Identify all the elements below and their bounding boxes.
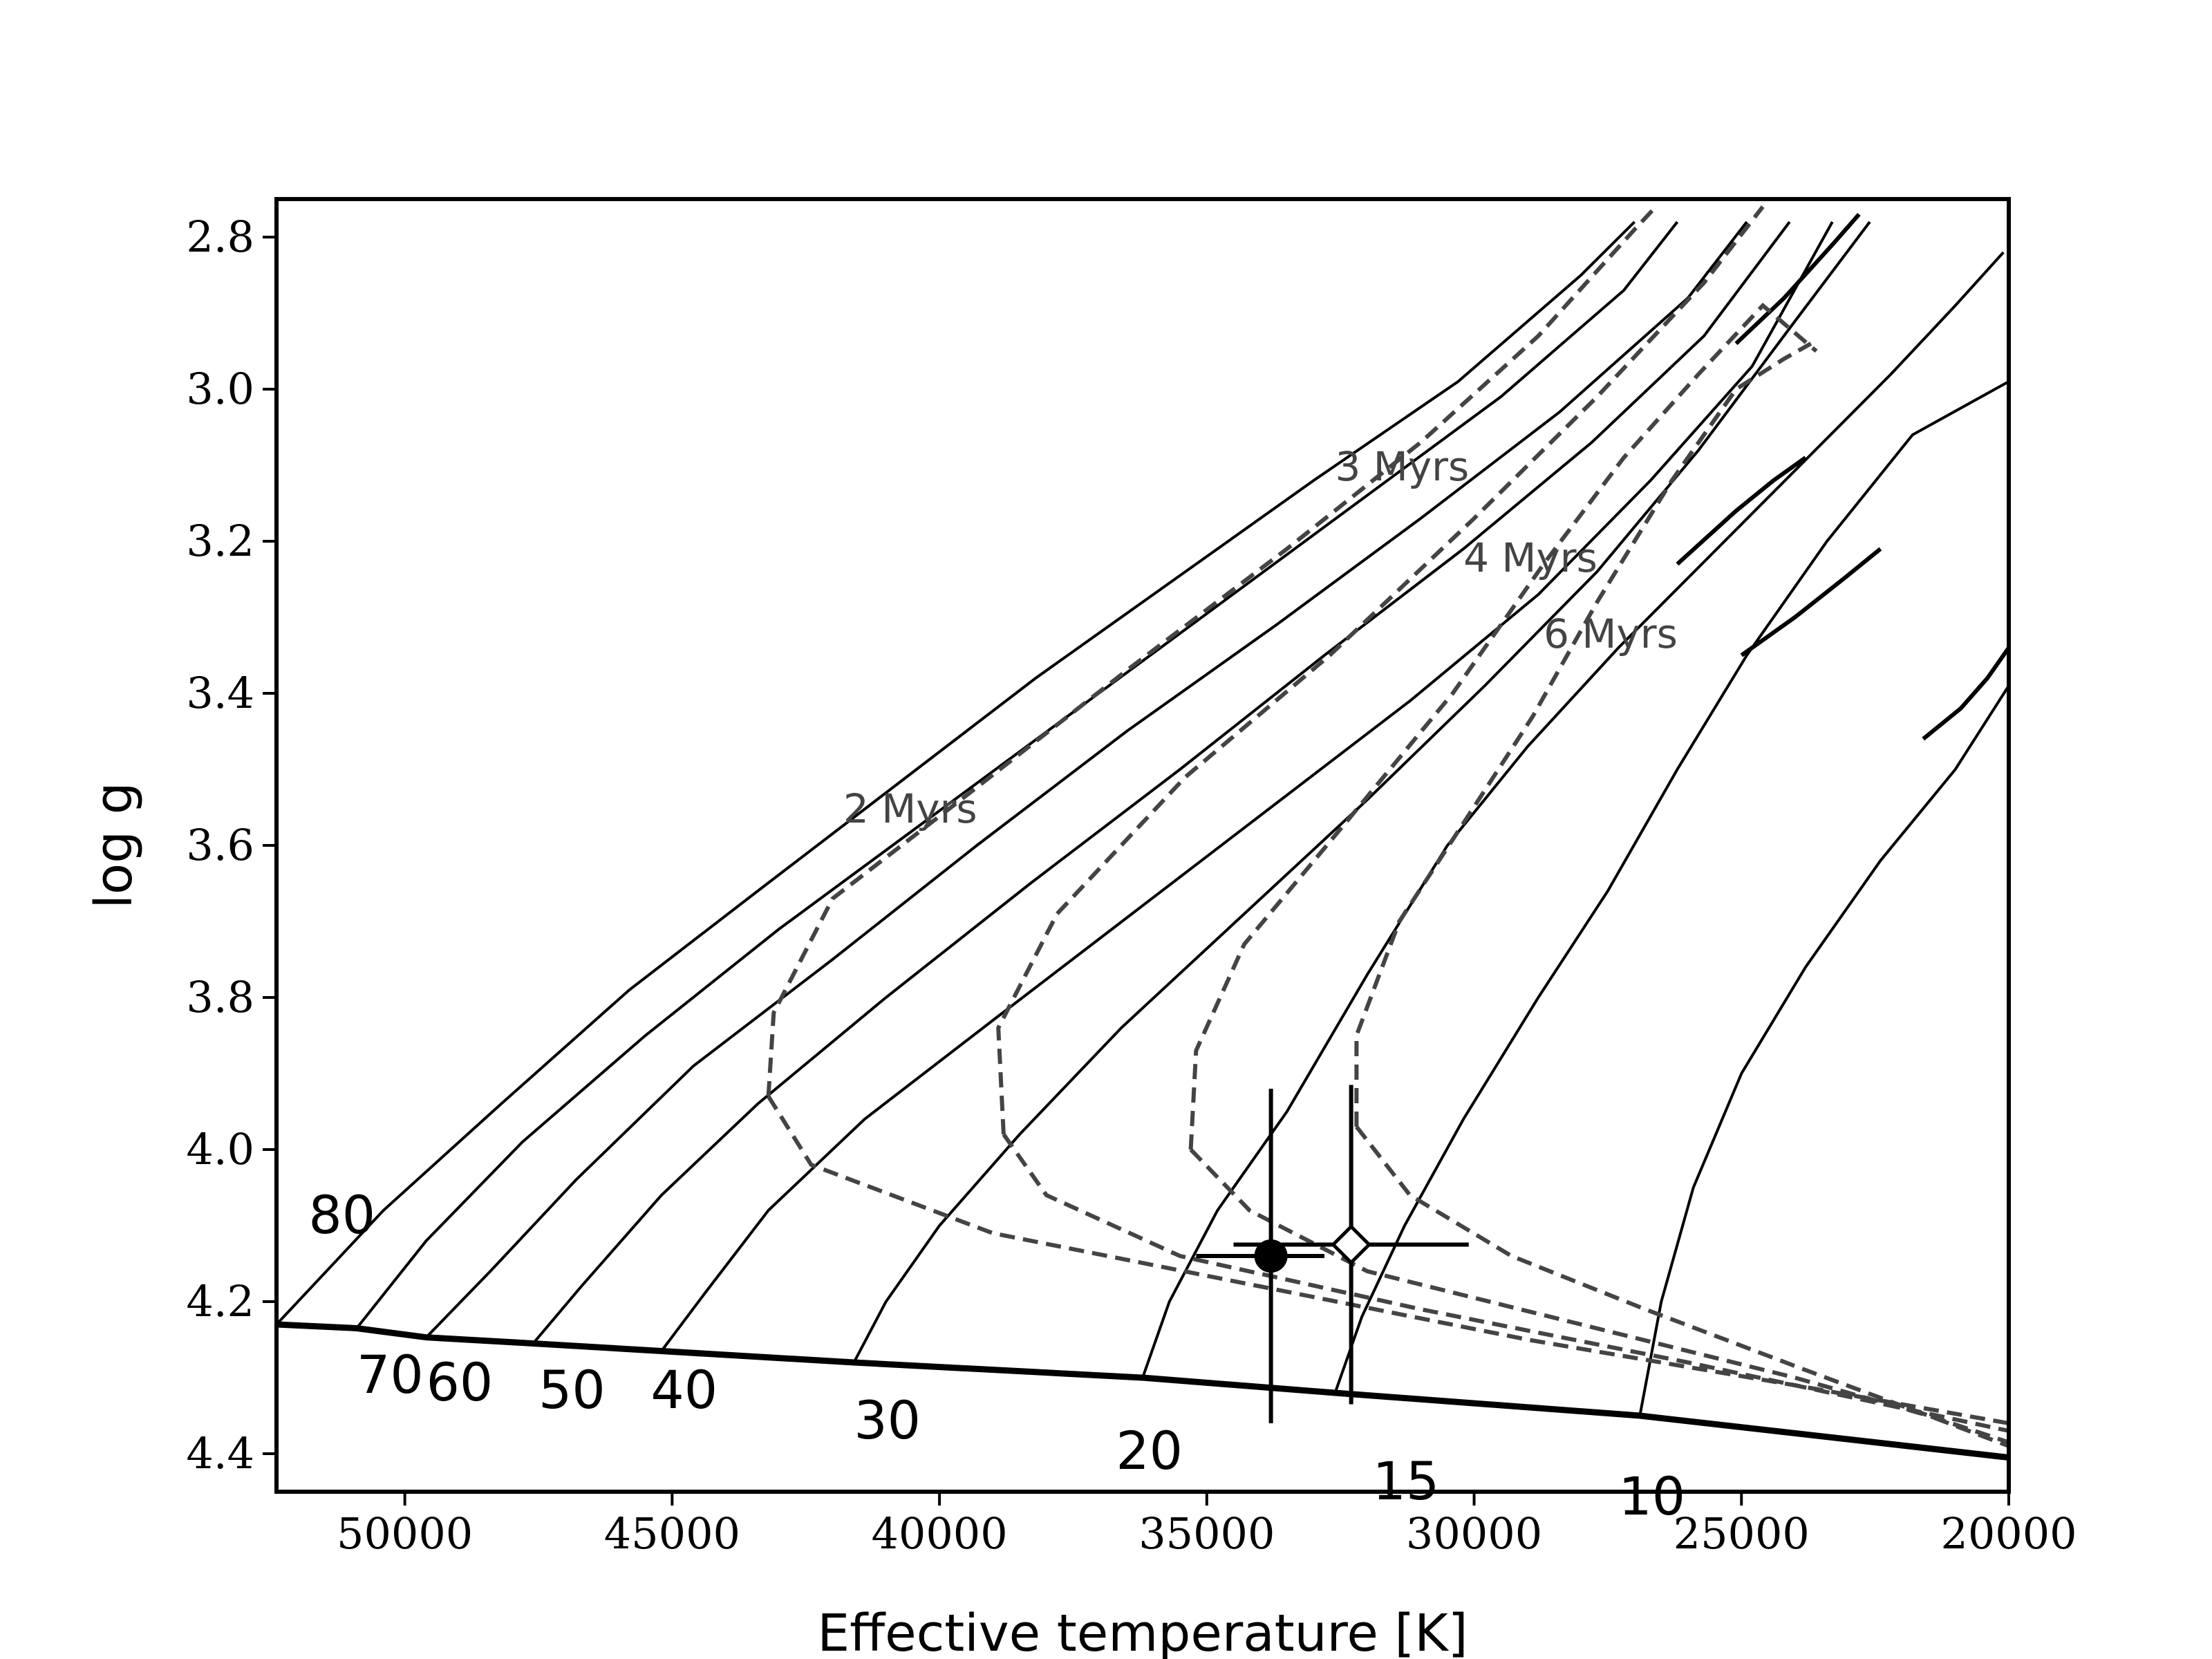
x-axis-title: Effective temperature [K] <box>817 1604 1468 1659</box>
x-tick-label: 25000 <box>1674 1508 1810 1559</box>
isochrone-label-6-myrs: 6 Myrs <box>1544 610 1678 657</box>
y-tick-label: 3.2 <box>186 516 254 566</box>
y-axis-title: log g <box>84 782 144 908</box>
x-tick-label: 45000 <box>604 1508 740 1559</box>
y-tick-label: 4.4 <box>186 1428 254 1479</box>
y-tick-label: 2.8 <box>186 212 254 262</box>
isochrone-label-2-myrs: 2 Myrs <box>843 785 977 832</box>
mass-label-40: 40 <box>650 1359 718 1421</box>
isochrone-tail-4 <box>1355 1125 2009 1448</box>
plot-frame <box>274 197 2011 1494</box>
y-tick-label: 3.0 <box>186 364 254 414</box>
isochrone-label-3-myrs: 3 Myrs <box>1335 443 1469 490</box>
mass-label-60: 60 <box>427 1351 494 1413</box>
track-20-msun <box>1141 251 2005 1378</box>
isochrones <box>766 205 2009 1448</box>
isochrone-2-myrs <box>766 205 1658 1097</box>
isochrone-label-4-myrs: 4 Myrs <box>1463 534 1597 581</box>
track-40-msun <box>660 221 1834 1352</box>
isochrone-3-myrs <box>996 205 1765 1135</box>
zams-line <box>276 1321 2009 1461</box>
x-tick-label: 35000 <box>1138 1508 1275 1559</box>
isochrone-tail-2 <box>1002 1133 2009 1433</box>
open-star-marker <box>1331 1224 1372 1266</box>
y-tick-label: 4.2 <box>186 1276 254 1327</box>
mass-label-30: 30 <box>854 1389 921 1451</box>
mass-label-15: 15 <box>1373 1450 1440 1512</box>
track-10-msun <box>1638 684 2009 1416</box>
isochrone-tail-3 <box>1189 1147 2009 1445</box>
x-tick-label: 30000 <box>1406 1508 1542 1559</box>
x-tick-label: 50000 <box>337 1508 473 1559</box>
hook-15b <box>1740 547 1882 657</box>
zams-line-group <box>276 1321 2009 1461</box>
annotations: 80 70 60 50 40 30 20 15 10 2 Myrs 3 Myrs 4 Myrs 6 My… <box>308 443 1685 1527</box>
hook-10 <box>1922 646 2009 741</box>
y-axis: 2.8 3.0 3.2 3.4 3.6 3.8 4.0 4.2 4.4 <box>186 212 276 1479</box>
y-tick-label: 3.6 <box>186 820 254 870</box>
hook-20 <box>1734 213 1861 346</box>
mass-label-80: 80 <box>308 1184 375 1246</box>
data-points <box>1196 1085 1469 1423</box>
mass-label-10: 10 <box>1618 1465 1685 1527</box>
hook-15 <box>1676 456 1807 566</box>
y-tick-label: 3.4 <box>186 668 254 718</box>
track-80-msun <box>276 221 1636 1326</box>
mass-label-50: 50 <box>538 1359 606 1421</box>
track-70-msun <box>355 221 1679 1329</box>
evolutionary-tracks <box>276 213 2009 1416</box>
track-60-msun <box>425 221 1748 1339</box>
isochrone-4-myrs <box>1188 302 1818 1150</box>
x-tick-label: 20000 <box>1940 1508 2077 1559</box>
y-tick-label: 3.8 <box>186 972 254 1022</box>
mass-label-70: 70 <box>357 1344 424 1405</box>
isochrone-6-myrs <box>1354 341 1812 1127</box>
track-30-msun <box>852 221 1871 1363</box>
filled-star-marker <box>1254 1239 1288 1273</box>
mass-label-20: 20 <box>1116 1420 1183 1481</box>
x-tick-label: 40000 <box>871 1508 1007 1559</box>
track-15-msun <box>1333 380 2009 1394</box>
y-tick-label: 4.0 <box>186 1124 254 1174</box>
track-50-msun <box>532 221 1791 1344</box>
x-axis: 50000 45000 40000 35000 30000 25000 20000 <box>337 1492 2077 1559</box>
plot-area: 80 70 60 50 40 30 20 15 10 2 Myrs 3 Myrs 4 Myrs 6 My… <box>274 197 2011 1527</box>
